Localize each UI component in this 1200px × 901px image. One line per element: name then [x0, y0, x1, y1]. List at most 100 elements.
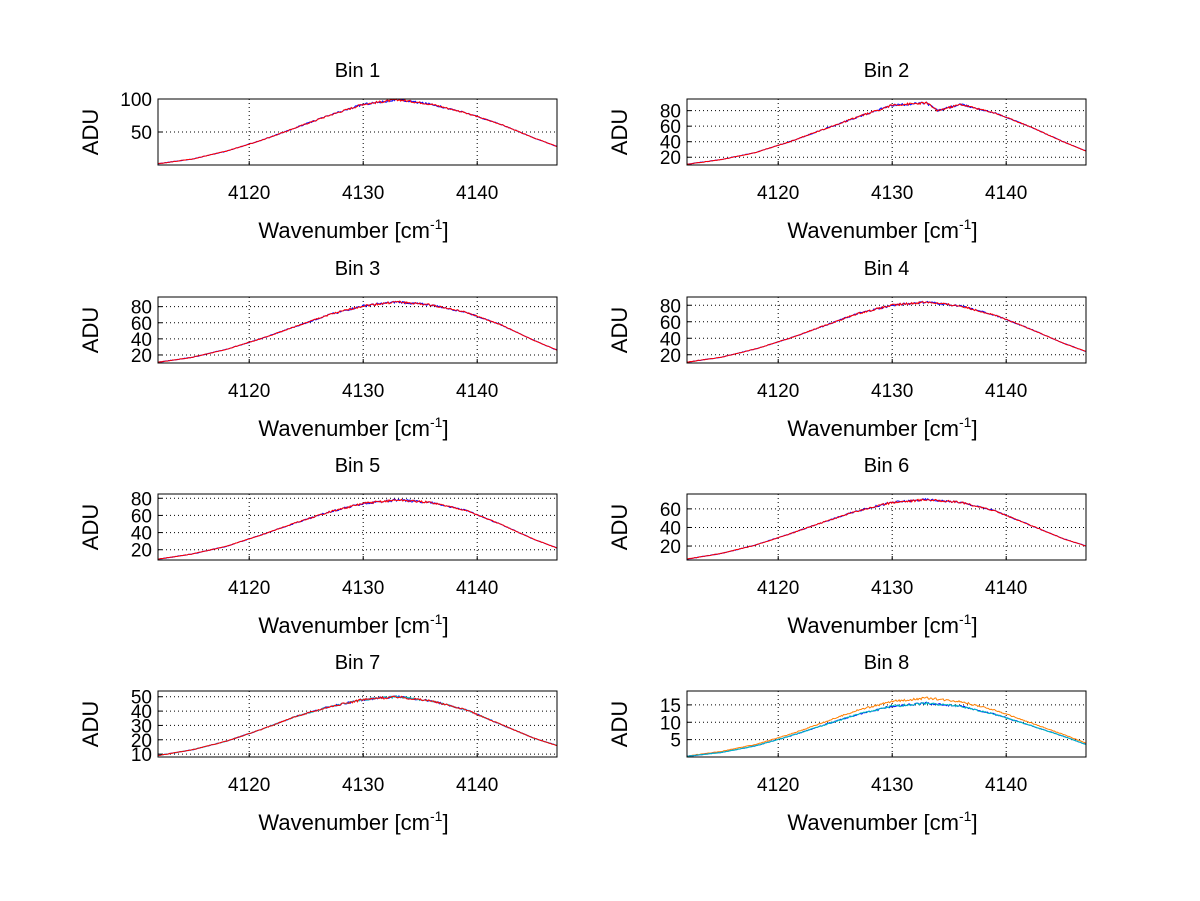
y-tick-label: 40: [660, 329, 681, 350]
y-tick-label: 80: [131, 489, 152, 510]
y-tick-label: 10: [131, 745, 152, 766]
series-line: [157, 498, 558, 560]
x-tick-label: 4140: [456, 381, 498, 402]
x-axis-label: Wavenumber [cm-1]: [787, 216, 977, 243]
y-tick-label: 40: [131, 702, 152, 723]
x-tick-label: 4130: [871, 381, 913, 402]
y-tick-label: 60: [660, 500, 681, 521]
y-axis-label: ADU: [78, 504, 103, 550]
series-line: [157, 300, 558, 363]
series-line: [157, 98, 558, 165]
subplot-title: Bin 7: [335, 652, 381, 674]
x-axis-label: Wavenumber [cm-1]: [258, 414, 448, 441]
y-tick-label: 60: [131, 506, 152, 527]
x-tick-label: 4130: [342, 578, 384, 599]
y-tick-label: 15: [660, 696, 681, 717]
x-tick-label: 4140: [456, 183, 498, 204]
x-axis-label-bracket: ]: [442, 613, 448, 638]
x-tick-label: 4120: [757, 578, 799, 599]
axes-box: [157, 690, 558, 758]
x-axis-label-main: Wavenumber [cm: [787, 810, 959, 835]
y-axis-label: ADU: [607, 504, 632, 550]
x-tick-label: 4140: [985, 578, 1027, 599]
y-axis-label: ADU: [607, 109, 632, 155]
y-axis-label: ADU: [607, 701, 632, 747]
x-tick-label: 4120: [228, 775, 270, 796]
y-tick-label: 40: [660, 133, 681, 154]
y-tick-label: 30: [131, 716, 152, 737]
x-axis-label-superscript: -1: [959, 216, 972, 232]
y-tick-label: 100: [120, 90, 152, 111]
series-line: [687, 696, 1087, 757]
y-tick-label: 60: [660, 313, 681, 334]
series-line: [158, 695, 558, 756]
x-axis-label-bracket: ]: [971, 613, 977, 638]
x-tick-label: 4130: [871, 183, 913, 204]
x-axis-label-bracket: ]: [442, 810, 448, 835]
x-axis-label-superscript: -1: [430, 808, 443, 824]
y-tick-label: 20: [131, 541, 152, 562]
y-axis-label: ADU: [78, 307, 103, 353]
subplot-title: Bin 2: [864, 60, 910, 82]
x-axis-label: Wavenumber [cm-1]: [258, 611, 448, 638]
y-tick-label: 20: [131, 346, 152, 367]
x-tick-label: 4130: [342, 775, 384, 796]
x-tick-label: 4140: [985, 775, 1027, 796]
series-line: [687, 101, 1087, 165]
x-tick-label: 4120: [757, 381, 799, 402]
y-axis-label: ADU: [607, 307, 632, 353]
series-line: [687, 301, 1087, 363]
y-tick-label: 60: [131, 314, 152, 335]
x-axis-label: Wavenumber [cm-1]: [787, 414, 977, 441]
axes-box: [686, 296, 1087, 364]
x-tick-label: 4120: [757, 183, 799, 204]
x-tick-label: 4140: [456, 578, 498, 599]
x-axis-label-superscript: -1: [430, 611, 443, 627]
y-tick-label: 20: [660, 346, 681, 367]
axes-box: [157, 493, 558, 561]
y-tick-label: 50: [131, 688, 152, 709]
x-axis-label-bracket: ]: [971, 810, 977, 835]
subplot-title: Bin 8: [864, 652, 910, 674]
y-tick-label: 40: [131, 524, 152, 545]
x-axis-label-bracket: ]: [442, 416, 448, 441]
series-line: [687, 498, 1087, 560]
x-tick-label: 4130: [342, 183, 384, 204]
x-axis-label-bracket: ]: [971, 416, 977, 441]
x-tick-label: 4120: [757, 775, 799, 796]
y-tick-label: 20: [131, 731, 152, 752]
x-axis-label-superscript: -1: [430, 216, 443, 232]
subplot-title: Bin 1: [335, 60, 381, 82]
y-tick-label: 40: [131, 330, 152, 351]
x-axis-label-main: Wavenumber [cm: [258, 810, 430, 835]
x-tick-label: 4140: [985, 381, 1027, 402]
y-tick-label: 60: [660, 117, 681, 138]
x-tick-label: 4130: [342, 381, 384, 402]
x-axis-label-superscript: -1: [959, 611, 972, 627]
x-tick-label: 4120: [228, 183, 270, 204]
subplot-title: Bin 4: [864, 258, 910, 280]
series-line: [686, 701, 1087, 757]
y-axis-label: ADU: [78, 109, 103, 155]
x-tick-label: 4120: [228, 381, 270, 402]
x-axis-label-bracket: ]: [971, 218, 977, 243]
y-tick-label: 5: [670, 731, 681, 752]
x-axis-label-superscript: -1: [959, 414, 972, 430]
y-tick-label: 40: [660, 518, 681, 539]
x-axis-label-main: Wavenumber [cm: [787, 218, 959, 243]
subplot-title: Bin 5: [335, 455, 381, 477]
x-tick-label: 4120: [228, 578, 270, 599]
x-axis-label-bracket: ]: [442, 218, 448, 243]
x-axis-label-superscript: -1: [430, 414, 443, 430]
y-tick-label: 20: [660, 148, 681, 169]
subplot-title: Bin 3: [335, 258, 381, 280]
axes-box: [686, 98, 1087, 166]
y-tick-label: 80: [660, 296, 681, 317]
y-tick-label: 50: [131, 123, 152, 144]
y-tick-label: 80: [660, 102, 681, 123]
